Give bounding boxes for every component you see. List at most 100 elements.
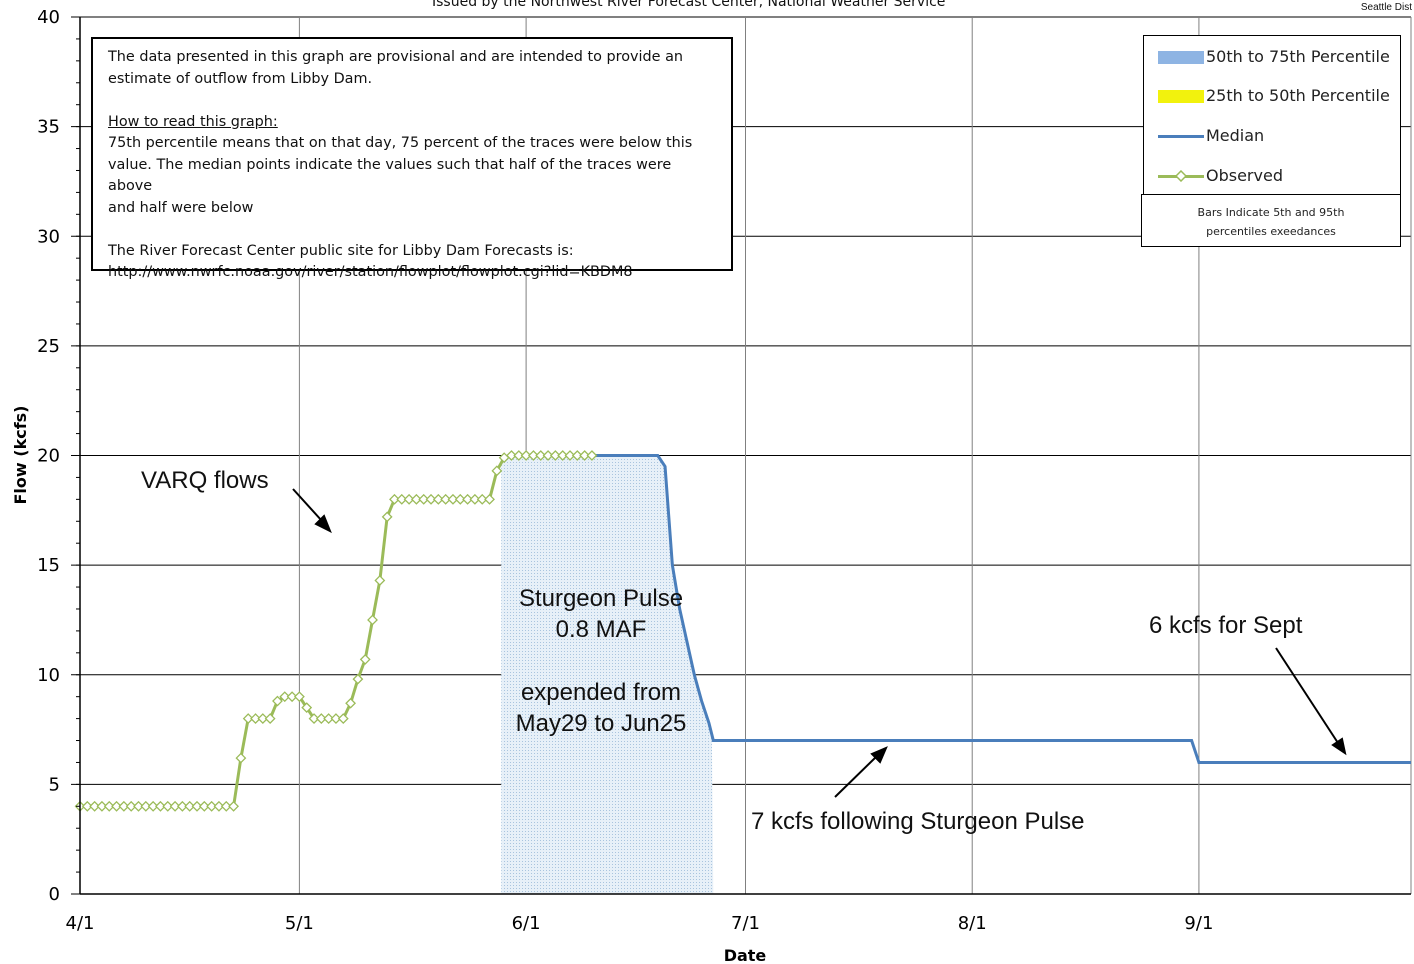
observed-point <box>579 450 591 461</box>
six-kcfs-arrowhead <box>1331 737 1347 756</box>
observed-point <box>81 800 93 812</box>
observed-point <box>213 800 225 812</box>
observed-point <box>279 691 291 703</box>
observed-point <box>484 493 495 505</box>
y-axis-title: Flow (kcfs) <box>11 406 30 505</box>
observed-point <box>133 800 144 812</box>
observed-point <box>147 800 159 812</box>
varq-annotation: VARQ flows <box>141 467 269 494</box>
observed-point <box>527 450 539 461</box>
y-tick-label: 5 <box>49 774 60 795</box>
observed-point <box>228 800 239 812</box>
legend-swatch-median <box>1158 135 1204 138</box>
info-note-box: The data presented in this graph are pro… <box>91 37 733 280</box>
percentile-bars-note: Bars Indicate 5th and 95th percentiles e… <box>1141 194 1401 247</box>
observed-point <box>111 800 122 812</box>
legend-label-median: Median <box>1206 126 1265 145</box>
observed-point <box>520 450 532 461</box>
observed-point <box>557 450 569 461</box>
observed-point <box>564 450 576 461</box>
y-tick-label: 15 <box>37 555 60 576</box>
observed-point <box>293 691 305 703</box>
observed-point <box>506 450 517 461</box>
y-tick-label: 35 <box>37 117 60 138</box>
y-tick-label: 40 <box>37 7 60 28</box>
observed-point <box>367 614 378 626</box>
observed-point <box>250 713 261 725</box>
y-tick-label: 25 <box>37 336 60 357</box>
observed-point <box>586 450 598 461</box>
observed-point <box>476 493 488 505</box>
note-site-2: http://www.nwrfc.noaa.gov/river/station/… <box>108 264 633 280</box>
observed-point <box>220 800 232 812</box>
observed-point <box>425 493 437 505</box>
seven-kcfs-arrowhead <box>870 746 888 764</box>
observed-point <box>301 702 313 714</box>
observed-point <box>264 713 276 725</box>
note-howto-heading: How to read this graph: <box>108 113 278 130</box>
varq-arrow <box>292 488 323 522</box>
observed-point <box>206 800 218 812</box>
observed-point <box>403 493 415 505</box>
x-tick-label: 6/1 <box>512 913 541 934</box>
six-kcfs-annotation: 6 kcfs for Sept <box>1149 612 1303 639</box>
observed-point <box>286 691 298 703</box>
observed-point <box>89 800 101 812</box>
percentile-band <box>501 455 714 894</box>
legend-diamond-icon <box>1175 170 1187 182</box>
observed-point <box>330 713 342 725</box>
pulse-annotation-line1: Sturgeon Pulse <box>519 585 683 612</box>
observed-point <box>345 697 357 709</box>
observed-point <box>162 800 174 812</box>
observed-point <box>118 800 130 812</box>
observed-point <box>513 450 525 461</box>
x-tick-label: 4/1 <box>66 913 95 934</box>
legend-label-observed: Observed <box>1206 166 1283 185</box>
observed-point <box>571 450 583 461</box>
observed-point <box>549 450 561 461</box>
y-tick-label: 20 <box>37 446 60 467</box>
varq-arrowhead <box>314 514 332 534</box>
y-tick-label: 10 <box>37 665 60 686</box>
observed-point <box>535 450 547 461</box>
observed-point <box>337 713 349 725</box>
pulse-annotation-line4: May29 to Jun25 <box>516 710 687 737</box>
y-tick-label: 30 <box>37 226 60 247</box>
note-site-1: The River Forecast Center public site fo… <box>108 242 574 259</box>
median-line <box>584 454 1411 764</box>
observed-point <box>542 450 554 461</box>
observed-point <box>323 713 335 725</box>
observed-point <box>389 493 400 505</box>
pulse-annotation-line2: 0.8 MAF <box>556 616 647 643</box>
observed-point <box>432 493 444 505</box>
observed-point <box>125 800 137 812</box>
observed-point <box>447 493 459 505</box>
x-tick-label: 5/1 <box>285 913 314 934</box>
observed-point <box>381 511 393 523</box>
note-line-2: estimate of outflow from Libby Dam. <box>108 70 373 87</box>
observed-point <box>191 800 203 812</box>
observed-point <box>103 800 115 812</box>
y-tick-label: 0 <box>49 884 60 905</box>
x-tick-label: 7/1 <box>731 913 760 934</box>
observed-point <box>242 713 254 725</box>
x-axis-title: Date <box>724 946 767 964</box>
observed-point <box>272 695 283 707</box>
bars-note-line-1: Bars Indicate 5th and 95th <box>1197 206 1345 219</box>
legend-swatch-50-75 <box>1158 51 1204 64</box>
observed-point <box>440 493 452 505</box>
seven-kcfs-arrow <box>834 755 878 798</box>
observed-point <box>308 713 320 725</box>
seven-kcfs-annotation: 7 kcfs following Sturgeon Pulse <box>751 808 1085 835</box>
observed-point <box>352 673 364 685</box>
observed-point <box>184 800 196 812</box>
observed-point <box>491 465 503 477</box>
x-tick-label: 9/1 <box>1184 913 1213 934</box>
pulse-annotation-line3: expended from <box>521 679 681 706</box>
legend-swatch-25-50 <box>1158 90 1204 103</box>
note-line-1: The data presented in this graph are pro… <box>108 49 684 65</box>
observed-point <box>155 800 166 812</box>
observed-point <box>96 800 108 812</box>
bars-note-line-2: percentiles exeedances <box>1206 225 1336 238</box>
